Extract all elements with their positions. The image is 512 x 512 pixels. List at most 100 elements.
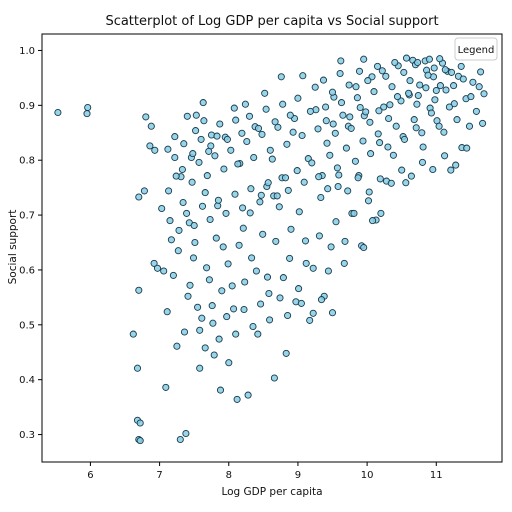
data-point: [289, 128, 297, 136]
data-point: [216, 386, 225, 394]
data-point: [416, 81, 424, 89]
data-point: [178, 165, 186, 174]
data-point: [238, 129, 246, 137]
data-point: [435, 122, 443, 130]
data-point: [414, 58, 422, 67]
data-point: [353, 94, 361, 102]
data-point: [165, 187, 173, 195]
data-point: [230, 305, 238, 313]
data-point: [214, 196, 222, 204]
data-point: [388, 83, 396, 91]
x-tick-label: 6: [87, 470, 93, 481]
data-point: [171, 133, 179, 141]
data-point: [188, 178, 196, 186]
data-point: [405, 89, 413, 97]
data-point: [341, 237, 349, 245]
data-point: [340, 259, 348, 267]
data-point: [441, 152, 449, 160]
data-point: [329, 120, 337, 128]
data-point: [225, 359, 233, 367]
x-tick-label: 9: [295, 470, 301, 481]
data-point: [317, 193, 325, 202]
data-point: [467, 93, 475, 101]
data-point: [445, 103, 453, 111]
data-point: [469, 78, 477, 86]
data-point: [266, 316, 274, 324]
data-point: [241, 278, 249, 286]
data-point: [279, 274, 287, 282]
data-point: [167, 236, 175, 244]
data-point: [315, 173, 323, 181]
data-point: [209, 319, 217, 327]
data-point: [429, 165, 437, 174]
data-point: [347, 124, 355, 132]
data-point: [315, 232, 323, 240]
data-point: [239, 204, 247, 212]
legend-title: Legend: [458, 45, 495, 56]
y-tick-label: 0.7: [19, 211, 35, 222]
data-point: [257, 300, 265, 308]
y-tick-label: 0.8: [19, 156, 35, 167]
data-point: [412, 124, 420, 132]
data-point: [364, 77, 372, 85]
y-tick-label: 0.4: [19, 375, 35, 386]
data-point: [284, 311, 292, 320]
data-point: [298, 131, 306, 140]
plot-frame: [41, 33, 503, 463]
data-point: [309, 264, 317, 272]
chart-title: Scatterplot of Log GDP per capita vs Soc…: [105, 14, 438, 29]
data-point: [189, 150, 197, 158]
data-point: [284, 186, 292, 194]
data-point: [232, 330, 240, 338]
data-point: [430, 64, 438, 72]
legend: Legend: [454, 37, 498, 61]
data-point: [223, 135, 231, 143]
data-point: [398, 166, 406, 174]
data-point: [294, 94, 302, 102]
data-point: [286, 111, 294, 119]
data-point: [224, 260, 232, 268]
data-point: [413, 100, 421, 108]
data-point: [306, 107, 314, 115]
data-point: [240, 305, 248, 314]
data-point: [203, 172, 211, 180]
data-point: [252, 267, 260, 275]
data-point: [436, 82, 444, 90]
data-point: [333, 164, 341, 172]
data-point: [166, 217, 174, 225]
data-point: [268, 155, 276, 163]
data-point: [249, 322, 257, 331]
x-tick-label: 7: [156, 470, 162, 481]
data-point: [182, 429, 190, 438]
data-point: [425, 55, 433, 63]
data-point: [233, 395, 241, 403]
data-point: [192, 111, 200, 119]
data-point: [367, 150, 375, 158]
data-point: [441, 66, 449, 74]
data-point: [228, 282, 236, 290]
data-point: [374, 130, 382, 138]
data-point: [300, 178, 308, 186]
data-point: [479, 119, 487, 127]
data-point: [311, 83, 319, 91]
data-point: [366, 118, 374, 126]
data-point: [324, 185, 332, 193]
data-point: [342, 144, 350, 152]
data-point: [384, 143, 392, 151]
data-point: [377, 209, 385, 217]
data-point: [54, 108, 62, 117]
data-point: [223, 313, 231, 321]
data-point: [201, 344, 209, 352]
data-point: [324, 267, 332, 275]
data-point: [332, 218, 340, 226]
data-point: [257, 191, 265, 199]
data-point: [400, 68, 408, 76]
data-point: [337, 99, 346, 107]
data-point: [282, 349, 290, 357]
data-point: [279, 100, 287, 108]
data-point: [414, 91, 422, 100]
data-point: [281, 174, 290, 182]
data-point: [475, 83, 483, 91]
data-point: [180, 140, 188, 148]
y-axis-label: Social support: [7, 210, 19, 285]
